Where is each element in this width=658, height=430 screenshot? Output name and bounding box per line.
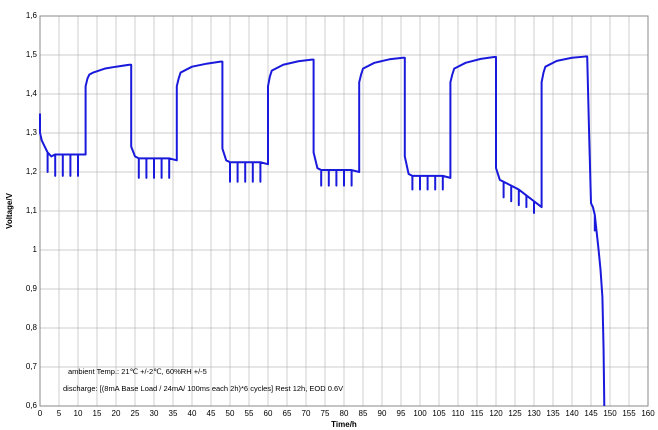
x-tick-label: 30 [150, 409, 159, 418]
x-tick-label: 100 [413, 409, 427, 418]
x-tick-label: 110 [452, 409, 465, 418]
y-tick-label: 0,9 [26, 284, 38, 293]
x-tick-label: 140 [565, 409, 579, 418]
x-tick-label: 90 [378, 409, 387, 418]
y-tick-label: 1,6 [26, 11, 38, 20]
annotation: ambient Temp.: 21℃ +/-2℃, 60%RH +/-5 [68, 367, 207, 376]
x-tick-label: 35 [169, 409, 178, 418]
x-tick-label: 155 [622, 409, 636, 418]
x-tick-label: 65 [283, 409, 292, 418]
x-tick-label: 70 [302, 409, 311, 418]
x-tick-label: 50 [226, 409, 235, 418]
y-tick-label: 1,2 [26, 167, 38, 176]
x-tick-label: 25 [131, 409, 140, 418]
data-line [39, 55, 606, 407]
x-tick-label: 130 [527, 409, 541, 418]
y-tick-label: 1,5 [26, 50, 38, 59]
y-tick-label: 1,1 [26, 206, 38, 215]
y-tick-label: 0,7 [26, 362, 38, 371]
x-tick-label: 55 [245, 409, 254, 418]
y-tick-label: 0,6 [26, 401, 38, 410]
y-tick-label: 1,3 [26, 128, 38, 137]
x-tick-label: 80 [340, 409, 349, 418]
x-tick-label: 60 [264, 409, 273, 418]
x-tick-label: 45 [207, 409, 216, 418]
x-axis-label: Time/h [331, 420, 357, 429]
x-tick-label: 95 [397, 409, 406, 418]
annotation: discharge: [(8mA Base Load / 24mA/ 100ms… [63, 384, 343, 393]
x-tick-label: 125 [508, 409, 522, 418]
y-tick-label: 0,8 [26, 323, 38, 332]
x-tick-label: 150 [603, 409, 617, 418]
y-tick-label: 1 [33, 245, 38, 254]
x-tick-label: 135 [546, 409, 560, 418]
plot-frame [39, 15, 649, 407]
x-tick-label: 85 [359, 409, 368, 418]
x-tick-label: 0 [38, 409, 43, 418]
x-tick-label: 75 [321, 409, 330, 418]
x-tick-label: 40 [188, 409, 197, 418]
x-tick-label: 5 [57, 409, 62, 418]
x-tick-label: 105 [432, 409, 446, 418]
x-tick-label: 145 [584, 409, 598, 418]
x-tick-label: 20 [112, 409, 121, 418]
x-tick-label: 160 [641, 409, 655, 418]
x-tick-label: 15 [93, 409, 102, 418]
x-tick-label: 115 [471, 409, 484, 418]
x-tick-label: 10 [74, 409, 83, 418]
y-axis-label: Voltage/V [5, 192, 14, 229]
y-tick-label: 1,4 [26, 89, 38, 98]
x-tick-label: 120 [489, 409, 503, 418]
